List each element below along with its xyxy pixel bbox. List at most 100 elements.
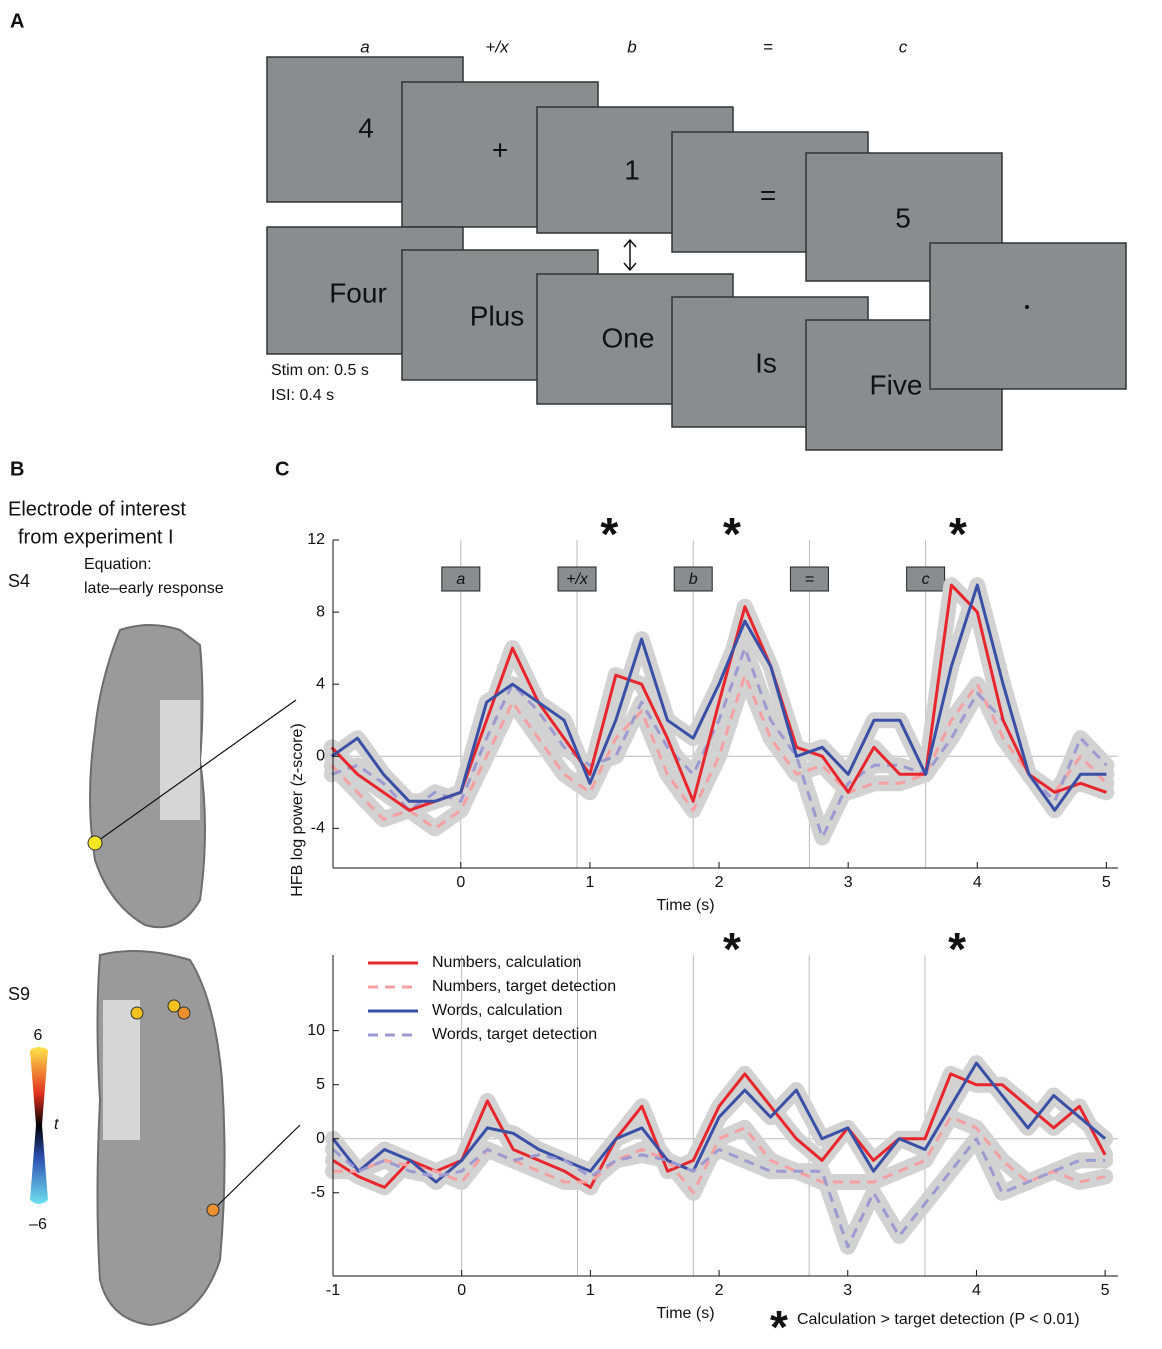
significance-marker: * <box>600 508 618 560</box>
x-tick-label: 1 <box>586 1282 595 1299</box>
y-tick-label: 0 <box>316 747 325 764</box>
measure: Equation: <box>84 556 152 573</box>
stimulus: Plus <box>470 300 524 331</box>
event-box <box>441 566 481 592</box>
colorbar-label: 6 <box>34 1027 43 1044</box>
x-tick-label: 0 <box>457 1282 466 1299</box>
timing: Stim on: 0.5 s <box>271 362 369 379</box>
panel-label: C <box>275 458 289 480</box>
error-band <box>325 1130 1114 1255</box>
subject: S4 <box>8 571 30 591</box>
header: b <box>627 37 636 56</box>
header: +/x <box>485 37 509 56</box>
stimulus: Is <box>755 347 777 378</box>
y-tick-label: -5 <box>311 1184 325 1201</box>
header: c <box>899 37 908 56</box>
error-band <box>323 667 1115 837</box>
stimulus: + <box>492 134 508 165</box>
electrode <box>130 1006 144 1020</box>
event-label: a <box>456 571 465 588</box>
measure: late–early response <box>84 580 224 597</box>
series-line <box>333 1115 1106 1195</box>
y-tick-label: 10 <box>307 1022 325 1039</box>
swap-arrow <box>623 238 637 272</box>
event-label: +/x <box>566 571 589 588</box>
stimulus: 4 <box>358 112 374 143</box>
note: Calculation > target detection (P < 0.01… <box>797 1311 1080 1328</box>
header: = <box>763 37 773 56</box>
brain-cut <box>160 700 200 820</box>
legend-label: Words, target detection <box>432 1026 597 1043</box>
x-axis-label: Time (s) <box>656 1305 714 1322</box>
subject: S9 <box>8 984 30 1004</box>
colorbar <box>30 1047 48 1204</box>
brain-cut <box>103 1000 140 1140</box>
series-line <box>332 1137 1106 1249</box>
x-tick-label: -1 <box>326 1282 340 1299</box>
electrode <box>206 1203 220 1217</box>
panel-b-title: from experiment I <box>18 526 174 548</box>
series-line <box>331 1061 1107 1184</box>
x-tick-label: 0 <box>456 874 465 891</box>
y-tick-label: 8 <box>316 603 325 620</box>
legend-label: Words, calculation <box>432 1002 562 1019</box>
stimulus: = <box>760 179 776 210</box>
event-box <box>906 566 946 592</box>
legend-label: Numbers, target detection <box>432 978 616 995</box>
note-marker: * <box>770 1301 788 1344</box>
connector <box>212 1124 301 1211</box>
event-label: = <box>805 571 814 588</box>
panel-label: B <box>10 458 24 480</box>
series-line <box>331 646 1108 839</box>
electrode <box>87 835 103 851</box>
panel-label: A <box>10 10 24 32</box>
significance-marker: * <box>723 923 741 975</box>
stimulus: Four <box>329 277 387 308</box>
electrode <box>177 1006 191 1020</box>
stimulus-headers: a +/x b = c <box>360 37 907 56</box>
legend-label: Numbers, calculation <box>432 954 581 971</box>
panel-b-title: Electrode of interest <box>8 498 186 520</box>
event-box <box>789 566 829 592</box>
y-axis-label: HFB log power (z-score) <box>289 723 306 896</box>
y-tick-label: -4 <box>311 820 325 837</box>
x-axis-label: Time (s) <box>656 897 714 914</box>
significance-marker: * <box>723 508 741 560</box>
fixation-dot <box>1025 305 1029 309</box>
stimulus: Five <box>870 369 923 400</box>
x-tick-label: 4 <box>973 874 982 891</box>
connector <box>94 699 297 844</box>
x-tick-label: 5 <box>1101 1282 1110 1299</box>
colorbar-label: –6 <box>29 1216 47 1233</box>
x-tick-label: 2 <box>715 874 724 891</box>
significance-marker: * <box>948 923 966 975</box>
event-box <box>557 566 597 592</box>
header: a <box>360 37 369 56</box>
significance-marker: * <box>949 508 967 560</box>
y-tick-label: 4 <box>316 675 325 692</box>
y-tick-label: 5 <box>316 1076 325 1093</box>
plot: -5 0 5 10 -1 0 1 2 3 4 5 Time (s) * * Numbers, calcula… <box>307 923 1118 1349</box>
y-tick-label: 0 <box>316 1130 325 1147</box>
electrode <box>167 999 181 1013</box>
y-tick-label: 12 <box>307 531 325 548</box>
stimulus: One <box>602 322 655 353</box>
stimuli: 4 + 1 = 5 Four Plus One Is Five Stim on:… <box>266 56 1127 451</box>
stimulus: 1 <box>624 154 640 185</box>
x-tick-label: 1 <box>585 874 594 891</box>
series-line <box>330 583 1107 812</box>
event-box <box>673 566 713 592</box>
fixation-screen <box>929 242 1127 390</box>
x-tick-label: 3 <box>843 1282 852 1299</box>
stimulus: 5 <box>895 202 911 233</box>
x-tick-label: 3 <box>844 874 853 891</box>
event-label: b <box>689 571 698 588</box>
x-tick-label: 5 <box>1102 874 1111 891</box>
x-tick-label: 4 <box>972 1282 981 1299</box>
event-label: c <box>922 571 930 588</box>
timing: ISI: 0.4 s <box>271 387 334 404</box>
x-tick-label: 2 <box>715 1282 724 1299</box>
colorbar-label: t <box>54 1116 59 1133</box>
